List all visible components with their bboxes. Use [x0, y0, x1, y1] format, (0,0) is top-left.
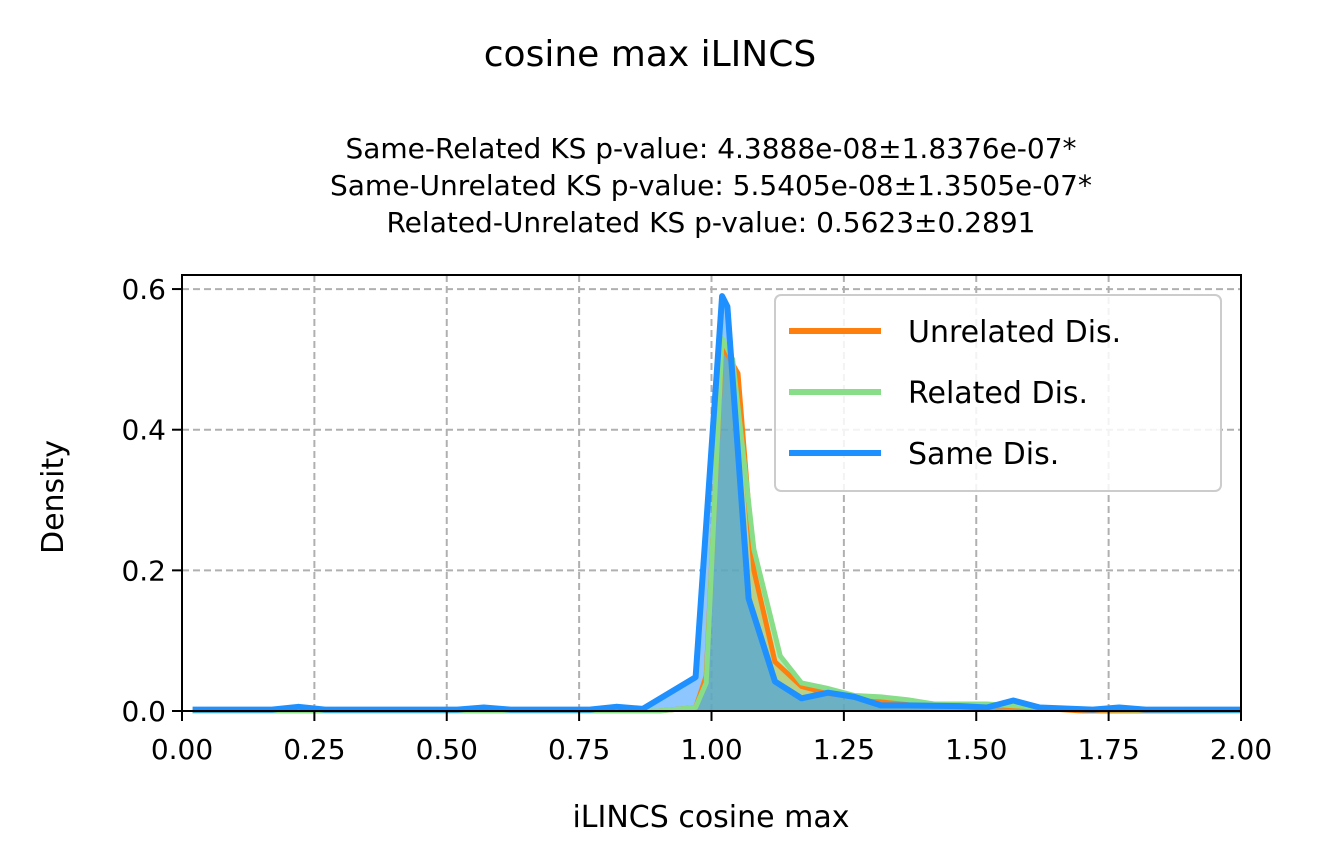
y-tick-label: 0.0	[121, 695, 166, 728]
x-tick-label: 1.00	[680, 733, 742, 766]
subtitle-line-3: Related-Unrelated KS p-value: 0.5623±0.2…	[386, 206, 1035, 239]
chart-title: cosine max iLINCS	[484, 34, 816, 75]
x-tick-label: 0.50	[416, 733, 478, 766]
y-axis-label: Density	[36, 440, 71, 554]
x-tick-label: 0.25	[283, 733, 345, 766]
y-tick-label: 0.4	[121, 414, 166, 447]
x-tick-label: 2.00	[1210, 733, 1272, 766]
y-tick-label: 0.2	[121, 554, 166, 587]
x-tick-label: 1.75	[1077, 733, 1139, 766]
legend-label: Related Dis.	[908, 376, 1088, 411]
legend-item: Unrelated Dis.	[789, 315, 1121, 350]
subtitle-line-2: Same-Unrelated KS p-value: 5.5405e-08±1.…	[330, 169, 1092, 202]
y-axis-ticks: 0.0 0.2 0.4 0.6	[121, 273, 182, 728]
line-same-dis	[192, 293, 1241, 713]
density-lines	[192, 293, 1242, 714]
legend: Unrelated Dis. Related Dis. Same Dis.	[774, 294, 1222, 492]
legend-label: Same Dis.	[908, 437, 1059, 472]
chart-subtitle: Same-Related KS p-value: 4.3888e-08±1.83…	[330, 132, 1092, 239]
legend-item: Related Dis.	[789, 376, 1088, 411]
y-tick-label: 0.6	[121, 273, 166, 306]
x-axis-ticks: 0.00 0.25 0.50 0.75 1.00 1.25 1.50 1.75 2.00	[151, 711, 1272, 766]
x-tick-label: 0.00	[151, 733, 213, 766]
legend-box	[774, 294, 1222, 492]
x-tick-label: 0.75	[548, 733, 610, 766]
x-axis-label: iLINCS cosine max	[572, 800, 849, 835]
x-tick-label: 1.50	[945, 733, 1007, 766]
subtitle-line-1: Same-Related KS p-value: 4.3888e-08±1.83…	[345, 132, 1076, 165]
legend-item: Same Dis.	[789, 437, 1059, 472]
x-tick-label: 1.25	[813, 733, 875, 766]
legend-label: Unrelated Dis.	[908, 315, 1121, 350]
